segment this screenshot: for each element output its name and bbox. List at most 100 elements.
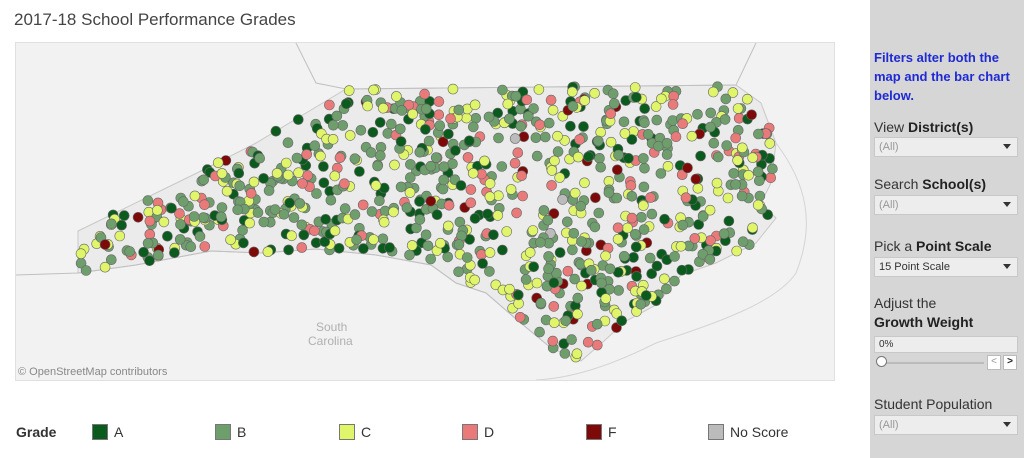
school-marker[interactable]	[324, 99, 335, 111]
school-marker[interactable]	[438, 174, 450, 186]
school-marker[interactable]	[612, 233, 624, 245]
school-marker[interactable]	[718, 228, 730, 239]
school-marker[interactable]	[270, 125, 282, 137]
school-marker[interactable]	[309, 140, 321, 151]
school-marker[interactable]	[344, 130, 356, 141]
school-marker[interactable]	[327, 134, 339, 145]
school-marker[interactable]	[198, 174, 209, 186]
school-marker[interactable]	[604, 263, 616, 275]
school-marker[interactable]	[518, 131, 530, 142]
school-marker[interactable]	[284, 197, 295, 209]
school-marker[interactable]	[178, 196, 189, 207]
school-marker[interactable]	[546, 165, 558, 176]
school-marker[interactable]	[546, 180, 557, 191]
school-marker[interactable]	[576, 280, 587, 292]
school-marker[interactable]	[75, 248, 87, 259]
growth-weight-value-box[interactable]: 0%	[874, 336, 1018, 353]
school-marker[interactable]	[590, 192, 601, 203]
school-marker[interactable]	[368, 234, 379, 245]
school-marker[interactable]	[315, 150, 326, 162]
school-marker[interactable]	[629, 82, 641, 93]
school-marker[interactable]	[357, 199, 369, 211]
school-marker[interactable]	[404, 172, 416, 183]
school-marker[interactable]	[384, 242, 395, 253]
school-marker[interactable]	[422, 240, 434, 252]
school-marker[interactable]	[493, 132, 504, 144]
school-marker[interactable]	[302, 170, 314, 181]
school-marker[interactable]	[567, 100, 579, 112]
school-marker[interactable]	[244, 217, 255, 229]
school-marker[interactable]	[320, 214, 331, 225]
school-marker[interactable]	[595, 161, 607, 173]
school-marker[interactable]	[269, 204, 281, 215]
school-marker[interactable]	[585, 265, 597, 276]
school-marker[interactable]	[542, 214, 554, 226]
school-marker[interactable]	[318, 161, 329, 172]
school-marker[interactable]	[337, 120, 349, 131]
school-marker[interactable]	[727, 87, 739, 98]
school-marker[interactable]	[517, 190, 529, 202]
school-marker[interactable]	[484, 266, 495, 277]
school-marker[interactable]	[605, 136, 617, 148]
school-marker[interactable]	[746, 109, 757, 121]
school-marker[interactable]	[639, 117, 650, 128]
school-marker[interactable]	[158, 216, 170, 228]
school-marker[interactable]	[362, 100, 373, 112]
school-marker[interactable]	[286, 230, 297, 241]
school-marker[interactable]	[591, 318, 603, 330]
school-marker[interactable]	[433, 109, 445, 121]
school-marker[interactable]	[423, 135, 435, 147]
school-marker[interactable]	[707, 86, 719, 98]
school-marker[interactable]	[730, 179, 741, 190]
school-marker[interactable]	[425, 195, 437, 207]
school-marker[interactable]	[630, 241, 642, 253]
school-marker[interactable]	[124, 246, 135, 257]
school-marker[interactable]	[692, 183, 704, 194]
school-marker[interactable]	[548, 301, 560, 312]
slider-increment-button[interactable]: >	[1003, 355, 1017, 370]
school-marker[interactable]	[682, 162, 693, 174]
school-marker[interactable]	[370, 180, 382, 191]
school-marker[interactable]	[554, 172, 566, 183]
school-marker[interactable]	[420, 229, 432, 241]
school-marker[interactable]	[374, 195, 385, 206]
school-marker[interactable]	[497, 244, 508, 256]
school-marker[interactable]	[608, 98, 620, 109]
school-marker[interactable]	[469, 99, 481, 111]
school-marker[interactable]	[438, 161, 450, 172]
school-marker[interactable]	[296, 242, 308, 253]
school-marker[interactable]	[114, 230, 126, 242]
growth-weight-slider-thumb[interactable]	[876, 356, 887, 367]
school-marker[interactable]	[414, 214, 426, 225]
school-marker[interactable]	[572, 292, 584, 304]
school-marker[interactable]	[640, 290, 652, 301]
school-marker[interactable]	[723, 215, 735, 227]
school-marker[interactable]	[497, 84, 508, 96]
school-marker[interactable]	[435, 237, 446, 249]
school-marker[interactable]	[406, 240, 418, 251]
school-marker[interactable]	[576, 236, 587, 247]
school-marker[interactable]	[704, 204, 716, 216]
school-marker[interactable]	[339, 203, 351, 214]
school-marker[interactable]	[670, 131, 682, 142]
school-marker[interactable]	[437, 183, 449, 195]
point-scale-dropdown[interactable]: 15 Point Scale	[874, 257, 1018, 277]
school-marker[interactable]	[543, 251, 554, 262]
school-marker[interactable]	[420, 124, 431, 135]
school-marker[interactable]	[282, 137, 294, 148]
school-marker[interactable]	[631, 271, 642, 282]
school-marker[interactable]	[509, 133, 521, 144]
school-marker[interactable]	[611, 308, 623, 319]
school-marker[interactable]	[538, 205, 550, 216]
school-marker[interactable]	[651, 260, 663, 272]
school-marker[interactable]	[572, 151, 584, 163]
school-marker[interactable]	[349, 209, 361, 220]
school-marker[interactable]	[278, 209, 290, 220]
school-marker[interactable]	[216, 168, 228, 179]
school-marker[interactable]	[292, 114, 304, 125]
school-marker[interactable]	[569, 273, 581, 285]
school-marker[interactable]	[99, 261, 111, 273]
school-marker[interactable]	[543, 117, 555, 129]
school-marker[interactable]	[677, 118, 689, 129]
school-marker[interactable]	[453, 266, 464, 278]
